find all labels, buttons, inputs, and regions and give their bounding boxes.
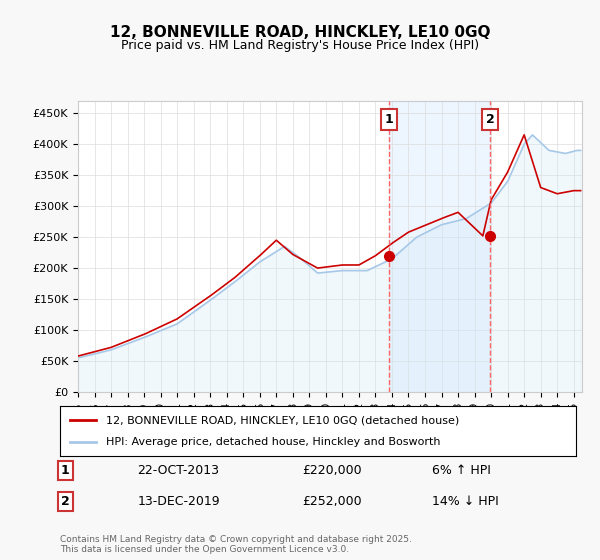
Text: 12, BONNEVILLE ROAD, HINCKLEY, LE10 0GQ (detached house): 12, BONNEVILLE ROAD, HINCKLEY, LE10 0GQ … [106, 415, 460, 425]
Text: £220,000: £220,000 [302, 464, 362, 477]
Text: 2: 2 [61, 494, 70, 508]
Text: £252,000: £252,000 [302, 494, 362, 508]
Text: HPI: Average price, detached house, Hinckley and Bosworth: HPI: Average price, detached house, Hinc… [106, 437, 441, 447]
Text: 1: 1 [385, 113, 393, 126]
Text: 13-DEC-2019: 13-DEC-2019 [137, 494, 220, 508]
Text: 2: 2 [486, 113, 494, 126]
Text: 22-OCT-2013: 22-OCT-2013 [137, 464, 220, 477]
Text: Price paid vs. HM Land Registry's House Price Index (HPI): Price paid vs. HM Land Registry's House … [121, 39, 479, 52]
Text: Contains HM Land Registry data © Crown copyright and database right 2025.
This d: Contains HM Land Registry data © Crown c… [60, 535, 412, 554]
Text: 6% ↑ HPI: 6% ↑ HPI [431, 464, 490, 477]
Text: 1: 1 [61, 464, 70, 477]
Text: 12, BONNEVILLE ROAD, HINCKLEY, LE10 0GQ: 12, BONNEVILLE ROAD, HINCKLEY, LE10 0GQ [110, 25, 490, 40]
Text: 14% ↓ HPI: 14% ↓ HPI [431, 494, 498, 508]
